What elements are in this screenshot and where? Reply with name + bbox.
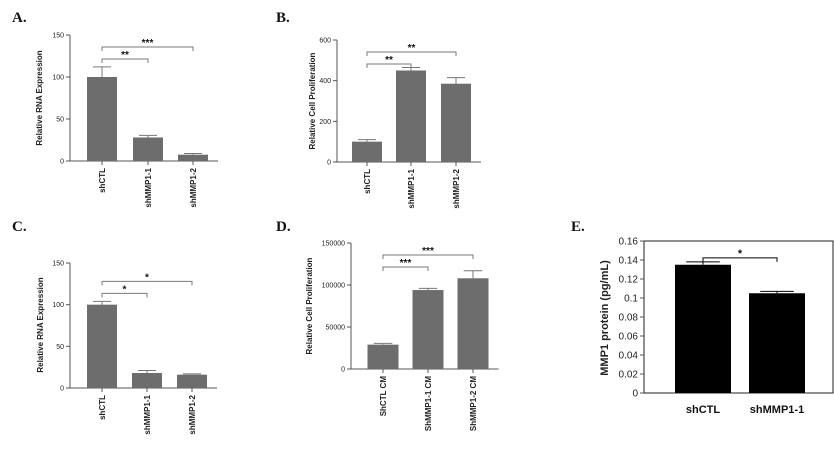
y-tick-label: 0.06: [619, 332, 639, 343]
significance-label: **: [385, 55, 393, 66]
significance-bracket: [382, 254, 474, 259]
panel-c: C. 0 50 100 150 Relative RNA Expression shCTL s…: [12, 219, 217, 435]
panel-b: B. 0 200 400 600 Relative Cell Proliferation s…: [276, 10, 481, 209]
y-tick-label: 400: [319, 78, 331, 85]
y-tick-label: 0: [327, 159, 331, 166]
y-axis-label: Relative RNA Expression: [35, 50, 44, 145]
y-tick-label: 0: [60, 385, 64, 392]
bar-shctl: [87, 304, 117, 388]
bar-shmmp1-1-cm: [412, 290, 444, 369]
y-axis-label: Relative RNA Expression: [36, 277, 45, 372]
significance-label: *: [738, 248, 743, 260]
y-tick-label: 200: [319, 119, 331, 126]
x-tick-label: shCTL: [98, 168, 107, 193]
panel-label: E.: [571, 219, 585, 235]
panel-d: D. 0 50000 100000 150000 Relative Cell Prolif…: [276, 219, 499, 431]
significance-bracket: [382, 266, 429, 271]
y-tick-label: 0.1: [624, 294, 638, 305]
y-tick-label: 0: [341, 366, 345, 373]
significance-label: ***: [400, 258, 412, 269]
y-tick-label: 0: [60, 158, 64, 165]
bar-shmmp1-1: [396, 70, 426, 162]
bar-shmmp1-2-cm: [457, 278, 489, 369]
significance-bracket: [101, 280, 193, 286]
x-tick-label: shMMP1-2: [189, 167, 198, 207]
y-tick-label: 0.14: [619, 256, 639, 267]
y-tick-label: 50: [56, 116, 64, 123]
y-tick-label: 600: [319, 37, 331, 44]
x-tick-label: shMMP1-2: [188, 394, 197, 434]
y-tick-label: 0.04: [619, 351, 639, 362]
y-axis-label: MMP1 protein (pg/mL): [599, 260, 611, 376]
x-tick-label: shMMP1-1: [143, 394, 152, 434]
y-tick-label: 0: [632, 389, 638, 400]
x-tick-label: shMMP1-1: [144, 167, 153, 207]
y-tick-label: 0.12: [619, 275, 639, 286]
y-tick-label: 50000: [326, 324, 346, 331]
x-tick-label: shMMP1-2: [452, 168, 461, 208]
significance-bracket: [101, 58, 149, 63]
y-tick-label: 100: [52, 302, 64, 309]
significance-label: *: [145, 272, 149, 283]
panel-a: A. 0 50 100 150 Relative RNA Expression shCTL s…: [12, 10, 218, 208]
y-tick-label: 50: [56, 344, 64, 351]
y-tick-label: 150000: [322, 240, 345, 247]
bar-shctl: [675, 264, 731, 393]
x-tick-label: ShCTL CM: [379, 376, 388, 417]
x-tick-label: shCTL: [686, 404, 721, 416]
y-tick-label: 150: [52, 260, 64, 267]
x-tick-label: ShMMP1-2 CM: [469, 376, 478, 431]
significance-label: **: [408, 43, 416, 54]
y-tick-label: 0.16: [619, 237, 639, 248]
significance-bracket: [366, 63, 412, 68]
y-tick-label: 150: [52, 32, 64, 39]
bar-shctl: [352, 141, 382, 162]
bar-shmmp1-2: [177, 374, 207, 388]
significance-label: ***: [422, 246, 434, 257]
panel-label: B.: [276, 10, 290, 26]
significance-bracket: [366, 51, 457, 56]
x-tick-label: shCTL: [98, 395, 107, 420]
significance-label: ***: [142, 38, 154, 49]
y-axis-label: Relative Cell Proliferation: [305, 257, 314, 354]
x-tick-label: ShMMP1-1 CM: [424, 376, 433, 431]
panel-e: E. 0 0.02 0.04 0.06 0.08 0.1 0.12 0.14 0.16 MMP1 p…: [571, 219, 834, 416]
bar-shmmp1-2: [178, 154, 208, 161]
bar-shmmp1-2: [441, 83, 471, 162]
panel-label: C.: [12, 219, 27, 235]
y-axis-label: Relative Cell Proliferation: [308, 52, 317, 149]
significance-bracket: [702, 257, 778, 262]
x-tick-label: shMMP1-1: [750, 404, 804, 416]
bar-shmmp1-1: [749, 293, 805, 393]
bar-shmmp1-1: [133, 137, 163, 161]
y-tick-label: 0.02: [619, 370, 639, 381]
y-tick-label: 100000: [322, 282, 345, 289]
x-tick-label: shMMP1-1: [407, 168, 416, 208]
panel-label: A.: [12, 10, 27, 26]
bar-shctl: [87, 77, 117, 161]
panel-label: D.: [276, 219, 291, 235]
y-tick-label: 0.08: [619, 313, 639, 324]
significance-label: **: [121, 50, 129, 61]
significance-bracket: [101, 46, 194, 51]
bar-shctl-cm: [367, 344, 399, 369]
bar-shmmp1-1: [132, 373, 162, 388]
x-tick-label: shCTL: [363, 169, 372, 194]
significance-bracket: [101, 292, 148, 298]
significance-label: *: [123, 284, 127, 295]
y-tick-label: 100: [52, 74, 64, 81]
